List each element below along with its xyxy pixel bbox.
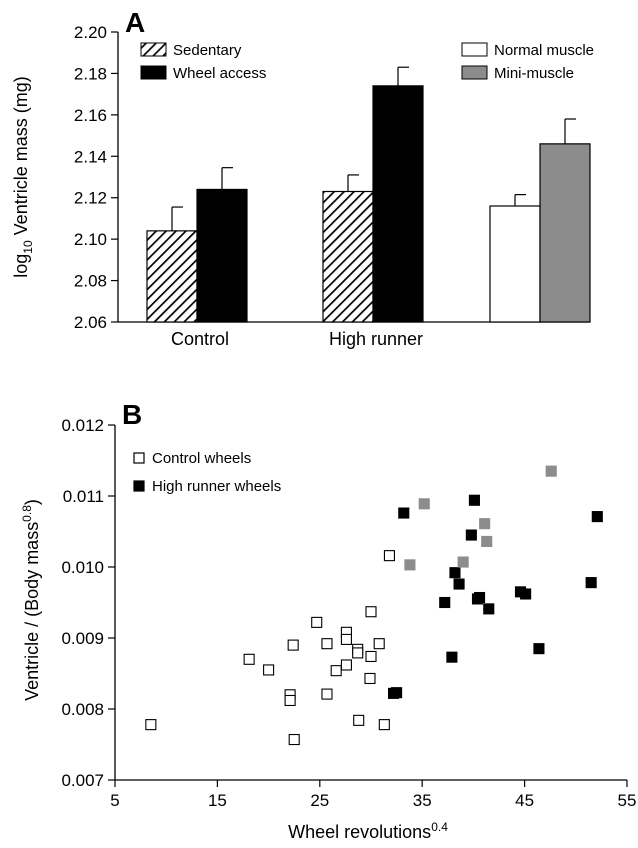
point-mini-muscle <box>481 535 493 547</box>
legend-label-wheel-access: Wheel access <box>173 65 266 82</box>
point-high-runner-wheels <box>465 529 477 541</box>
point-control-wheels <box>340 633 352 645</box>
panel-b-y-tick-label: 0.010 <box>61 558 104 577</box>
point-control-wheels <box>365 606 377 618</box>
point-control-wheels <box>373 638 385 650</box>
point-high-runner-wheels <box>591 511 603 523</box>
point-high-runner-wheels <box>439 596 451 609</box>
panel-b-y-tick-label: 0.012 <box>61 416 104 435</box>
panel-a-y-axis-label: log10 Ventricle mass (mg) <box>11 76 35 277</box>
point-control-wheels <box>340 659 352 671</box>
panel-a-y-tick-label: 2.12 <box>74 189 107 208</box>
point-control-wheels <box>284 694 296 707</box>
point-control-wheels <box>353 714 365 726</box>
point-mini-muscle <box>404 559 416 571</box>
bar-sedentary <box>146 230 198 323</box>
legend-swatch-wheel-access <box>140 65 167 80</box>
panel-a-legend-left: Sedentary Wheel access <box>140 42 266 82</box>
panel-a-y-tick-label: 2.08 <box>74 272 107 291</box>
point-control-wheels <box>311 616 323 628</box>
point-mini-muscle <box>545 465 557 477</box>
point-high-runner-wheels <box>468 494 480 506</box>
category-label: Control <box>171 329 229 349</box>
point-control-wheels <box>263 664 275 676</box>
legend-marker-control-wheels <box>133 452 145 464</box>
panel-a: A 2.06 2.08 2.10 2.12 2.14 2.16 2.18 2.20 Contr… <box>11 7 594 349</box>
point-control-wheels <box>364 672 376 685</box>
point-control-wheels <box>330 665 342 677</box>
legend-label-high-runner-wheels: High runner wheels <box>152 478 281 495</box>
point-high-runner-wheels <box>446 651 458 663</box>
legend-label-control-wheels: Control wheels <box>152 450 251 467</box>
panel-b: B 0.007 0.008 0.009 0.010 0.011 0.012 5 15 25 35… <box>20 399 636 842</box>
panel-b-y-tick-label: 0.009 <box>61 629 104 648</box>
bar-wheel-access <box>372 85 424 323</box>
panel-b-x-axis-label: Wheel revolutions0.4 <box>288 820 448 842</box>
point-control-wheels <box>287 639 299 651</box>
point-high-runner-wheels <box>449 567 461 579</box>
bar-wheel-access <box>196 188 248 323</box>
panel-a-y-tick-label: 2.18 <box>74 64 107 83</box>
point-control-wheels <box>365 650 377 663</box>
point-high-runner-wheels <box>520 588 532 600</box>
legend-label-mini-muscle: Mini-muscle <box>494 65 574 82</box>
point-control-wheels <box>378 719 390 731</box>
panel-b-x-tick-label: 5 <box>110 791 119 810</box>
legend-swatch-mini-muscle <box>461 65 488 80</box>
panel-b-x-tick-label: 25 <box>310 791 329 810</box>
point-control-wheels <box>145 719 157 731</box>
panel-a-y-tick-label: 2.14 <box>74 147 107 166</box>
panel-b-x-tick-label: 45 <box>515 791 534 810</box>
panel-b-legend: Control wheels High runner wheels <box>133 450 281 495</box>
point-control-wheels <box>352 647 364 659</box>
point-high-runner-wheels <box>398 507 410 519</box>
panel-a-y-tick-label: 2.16 <box>74 106 107 125</box>
point-high-runner-wheels <box>473 591 486 604</box>
point-mini-muscle <box>479 518 491 530</box>
point-mini-muscle <box>418 498 430 510</box>
bar-mini-muscle <box>539 143 591 323</box>
panel-a-y-tick-label: 2.10 <box>74 230 107 249</box>
panel-b-y-tick-label: 0.007 <box>61 771 104 790</box>
legend-label-normal-muscle: Normal muscle <box>494 42 594 59</box>
point-control-wheels <box>383 550 395 562</box>
point-high-runner-wheels <box>391 687 403 699</box>
point-control-wheels <box>243 653 255 665</box>
point-high-runner-wheels <box>453 578 465 590</box>
bar-normal-muscle <box>489 205 541 323</box>
point-high-runner-wheels <box>533 643 545 655</box>
panel-b-x-tick-label: 55 <box>618 791 637 810</box>
legend-marker-high-runner-wheels <box>133 480 145 492</box>
category-label: High runner <box>329 329 423 349</box>
legend-label-sedentary: Sedentary <box>173 42 242 59</box>
legend-swatch-normal-muscle <box>461 42 488 57</box>
bar-sedentary <box>322 190 374 323</box>
point-control-wheels <box>288 733 300 746</box>
panel-b-y-tick-label: 0.008 <box>61 700 104 719</box>
point-control-wheels <box>321 638 333 650</box>
point-mini-muscle <box>457 556 469 568</box>
point-control-wheels <box>321 688 333 700</box>
panel-b-letter: B <box>122 399 142 430</box>
panel-a-letter: A <box>125 7 145 38</box>
panel-b-x-tick-label: 35 <box>413 791 432 810</box>
point-high-runner-wheels <box>585 577 597 589</box>
panel-a-legend-right: Normal muscle Mini-muscle <box>461 42 594 82</box>
point-high-runner-wheels <box>483 603 495 615</box>
legend-swatch-sedentary <box>140 42 167 57</box>
panel-b-y-axis-label: Ventricle / (Body mass0.8) <box>20 499 42 701</box>
panel-b-x-tick-label: 15 <box>208 791 227 810</box>
panel-a-y-tick-label: 2.20 <box>74 23 107 42</box>
panel-b-y-tick-label: 0.011 <box>63 487 104 506</box>
panel-a-y-tick-label: 2.06 <box>74 313 107 332</box>
